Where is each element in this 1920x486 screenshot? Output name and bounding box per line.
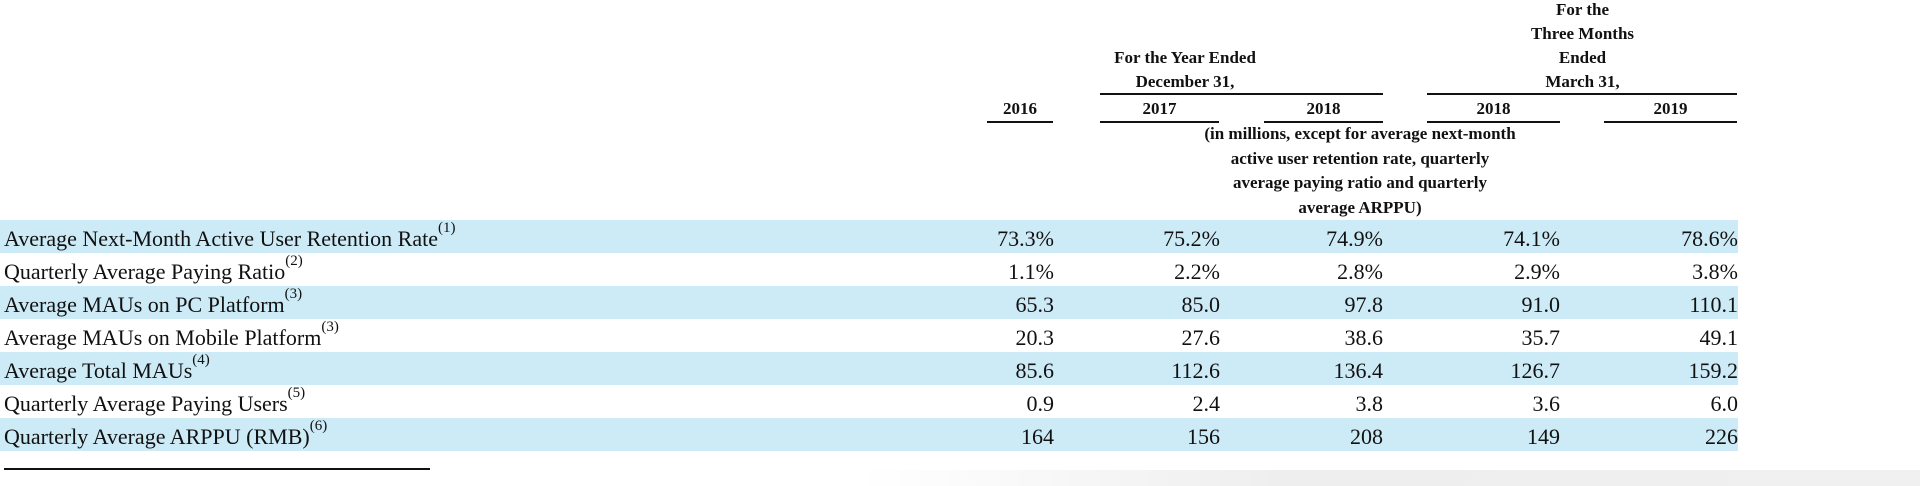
table-row-mau-total: Average Total MAUs(4) 85.6 112.6 136.4 1… xyxy=(0,352,1738,385)
row-label-text: Quarterly Average Paying Ratio xyxy=(4,259,286,284)
cell-2016: 85.6 xyxy=(1015,358,1055,383)
cell-2017: 2.4 xyxy=(1192,391,1221,416)
quarter-group-line-4: March 31, xyxy=(1545,72,1620,91)
cell-2019-quarter: 226 xyxy=(1705,424,1738,449)
cell-2017: 156 xyxy=(1187,424,1220,449)
quarter-group-line-1: For the xyxy=(1555,0,1610,19)
cell-2018-quarter: 149 xyxy=(1527,424,1560,449)
cell-2018-year: 2.8% xyxy=(1337,259,1383,284)
year-group-line-1: For the Year Ended xyxy=(1114,48,1256,67)
row-label: Average Total MAUs(4) xyxy=(4,352,210,385)
row-label: Average Next-Month Active User Retention… xyxy=(4,220,455,253)
cell-2016: 164 xyxy=(1021,424,1054,449)
column-header-2017: 2017 xyxy=(1100,97,1219,123)
cell-2016: 65.3 xyxy=(1015,292,1055,317)
unit-note-line-2: active user retention rate, quarterly xyxy=(1230,148,1490,168)
table-row-arppu: Quarterly Average ARPPU (RMB)(6) 164 156… xyxy=(0,418,1738,451)
row-label: Average MAUs on PC Platform(3) xyxy=(4,286,302,319)
row-label-text: Average MAUs on Mobile Platform xyxy=(4,325,322,350)
table-row-retention-rate: Average Next-Month Active User Retention… xyxy=(0,220,1738,253)
row-label: Quarterly Average Paying Ratio(2) xyxy=(4,253,303,286)
cell-2018-quarter: 126.7 xyxy=(1510,358,1561,383)
cell-2016: 73.3% xyxy=(997,226,1054,251)
table-row-mau-mobile: Average MAUs on Mobile Platform(3) 20.3 … xyxy=(0,319,1738,352)
footnote-divider xyxy=(4,468,430,470)
cell-2017: 27.6 xyxy=(1181,325,1221,350)
row-label-text: Average Total MAUs xyxy=(4,358,193,383)
footnote-marker: (5) xyxy=(287,385,306,401)
quarter-group-line-2: Three Months xyxy=(1530,24,1635,43)
cell-2018-year: 136.4 xyxy=(1333,358,1384,383)
footnote-marker: (1) xyxy=(437,220,456,236)
cell-2019-quarter: 159.2 xyxy=(1688,358,1739,383)
cell-2018-year: 97.8 xyxy=(1344,292,1384,317)
unit-note: (in millions, except for average next-mo… xyxy=(1170,122,1550,220)
footnote-marker: (4) xyxy=(192,352,210,368)
column-header-2016: 2016 xyxy=(987,97,1053,123)
cell-2018-quarter: 91.0 xyxy=(1521,292,1561,317)
table-row-paying-ratio: Quarterly Average Paying Ratio(2) 1.1% 2… xyxy=(0,253,1738,286)
quarter-group-line-3: Ended xyxy=(1558,48,1607,67)
cell-2018-quarter: 3.6 xyxy=(1532,391,1561,416)
cell-2019-quarter: 3.8% xyxy=(1692,259,1738,284)
footnote-marker: (3) xyxy=(284,286,303,302)
cell-2019-quarter: 110.1 xyxy=(1689,292,1738,317)
row-label-text: Average MAUs on PC Platform xyxy=(4,292,285,317)
year-group-line-2: December 31, xyxy=(1135,72,1235,91)
unit-note-line-3: average paying ratio and quarterly xyxy=(1232,173,1488,192)
cell-2018-year: 74.9% xyxy=(1326,226,1383,251)
cell-2018-quarter: 2.9% xyxy=(1514,259,1560,284)
quarter-group-header: For the Three Months Ended March 31, xyxy=(1430,0,1735,94)
cell-2016: 0.9 xyxy=(1026,391,1055,416)
year-group-header: For the Year Ended December 31, xyxy=(1040,46,1330,94)
cell-2018-quarter: 74.1% xyxy=(1503,226,1560,251)
row-label: Quarterly Average Paying Users(5) xyxy=(4,385,305,418)
cell-2018-year: 208 xyxy=(1350,424,1383,449)
row-label-text: Average Next-Month Active User Retention… xyxy=(4,226,438,251)
table-row-mau-pc: Average MAUs on PC Platform(3) 65.3 85.0… xyxy=(0,286,1738,319)
page-edge-shadow xyxy=(860,470,1920,486)
unit-note-line-4: average ARPPU) xyxy=(1298,197,1422,217)
cell-2016: 1.1% xyxy=(1008,259,1054,284)
column-header-2018-year: 2018 xyxy=(1264,97,1383,123)
footnote-marker: (3) xyxy=(321,319,339,335)
cell-2017: 75.2% xyxy=(1163,226,1220,251)
cell-2019-quarter: 49.1 xyxy=(1699,325,1739,350)
footnote-marker: (2) xyxy=(285,253,303,269)
unit-note-line-1: (in millions, except for average next-mo… xyxy=(1204,124,1516,143)
column-header-2018-quarter: 2018 xyxy=(1427,97,1560,123)
cell-2019-quarter: 78.6% xyxy=(1681,226,1738,251)
year-group-rule xyxy=(1100,93,1383,95)
quarter-group-rule xyxy=(1427,93,1737,95)
cell-2018-year: 38.6 xyxy=(1344,325,1384,350)
cell-2018-quarter: 35.7 xyxy=(1521,325,1561,350)
table-row-paying-users: Quarterly Average Paying Users(5) 0.9 2.… xyxy=(0,385,1738,418)
footnote-marker: (6) xyxy=(309,418,328,434)
cell-2017: 112.6 xyxy=(1171,358,1220,383)
cell-2019-quarter: 6.0 xyxy=(1710,391,1739,416)
cell-2017: 85.0 xyxy=(1181,292,1221,317)
column-header-2019-quarter: 2019 xyxy=(1604,97,1737,123)
cell-2018-year: 3.8 xyxy=(1355,391,1384,416)
row-label: Quarterly Average ARPPU (RMB)(6) xyxy=(4,418,327,451)
row-label-text: Quarterly Average Paying Users xyxy=(4,391,288,416)
cell-2017: 2.2% xyxy=(1174,259,1220,284)
cell-2016: 20.3 xyxy=(1015,325,1055,350)
row-label: Average MAUs on Mobile Platform(3) xyxy=(4,319,339,352)
row-label-text: Quarterly Average ARPPU (RMB) xyxy=(4,424,310,449)
